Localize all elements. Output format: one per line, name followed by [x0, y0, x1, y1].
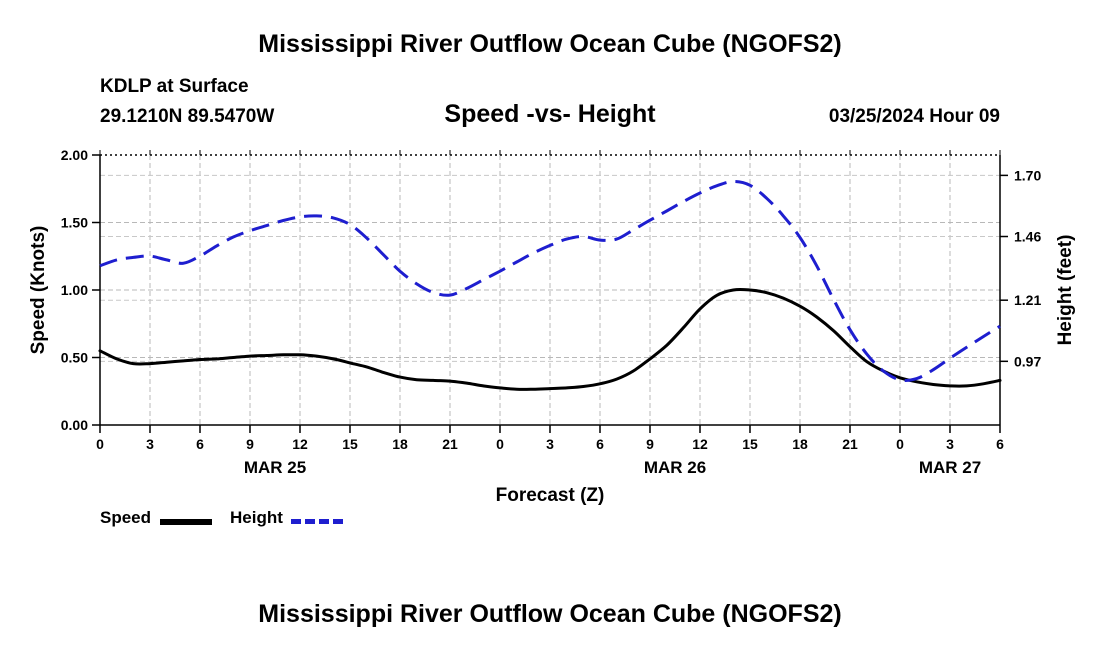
x-tick-label: 21 — [442, 436, 458, 452]
x-tick-label: 6 — [196, 436, 204, 452]
y2-tick-label: 1.21 — [1014, 292, 1041, 308]
y2-tick-label: 1.70 — [1014, 167, 1041, 183]
x-tick-label: 21 — [842, 436, 858, 452]
x-tick-label: 3 — [146, 436, 154, 452]
x-tick-label: 18 — [792, 436, 808, 452]
chart-subtitle: Speed -vs- Height — [444, 100, 656, 128]
footer-title: Mississippi River Outflow Ocean Cube (NG… — [258, 600, 842, 628]
x-tick-label: 15 — [342, 436, 358, 452]
x-tick-label: 0 — [896, 436, 904, 452]
x-tick-label: 18 — [392, 436, 408, 452]
day-label: MAR 27 — [919, 458, 981, 477]
coordinates-label: 29.1210N 89.5470W — [100, 106, 275, 127]
x-tick-label: 3 — [546, 436, 554, 452]
x-tick-label: 0 — [96, 436, 104, 452]
day-label: MAR 25 — [244, 458, 306, 477]
station-label: KDLP at Surface — [100, 76, 249, 97]
x-tick-label: 9 — [246, 436, 254, 452]
x-tick-label: 9 — [646, 436, 654, 452]
y2-axis-title: Height (feet) — [1055, 235, 1076, 346]
x-tick-label: 6 — [596, 436, 604, 452]
y2-tick-label: 1.46 — [1014, 229, 1041, 245]
y-tick-label: 0.00 — [61, 417, 88, 433]
y-tick-label: 1.50 — [61, 215, 88, 231]
height-series-line — [99, 179, 1001, 383]
main-title: Mississippi River Outflow Ocean Cube (NG… — [258, 30, 842, 58]
y-tick-label: 2.00 — [61, 147, 88, 163]
speed-series-line — [98, 287, 1002, 391]
forecast-datetime: 03/25/2024 Hour 09 — [828, 106, 1000, 127]
x-tick-label: 12 — [692, 436, 708, 452]
x-tick-label: 3 — [946, 436, 954, 452]
x-tick-label: 6 — [996, 436, 1004, 452]
x-tick-label: 15 — [742, 436, 758, 452]
day-label: MAR 26 — [644, 458, 706, 477]
y-tick-label: 0.50 — [61, 350, 88, 366]
x-tick-label: 12 — [292, 436, 308, 452]
y-axis-title: Speed (Knots) — [28, 226, 49, 355]
x-axis-title: Forecast (Z) — [496, 485, 605, 506]
legend-speed-label: Speed — [100, 508, 152, 527]
legend-height-swatch — [291, 519, 343, 524]
legend-height-label: Height — [230, 508, 283, 527]
legend-speed-swatch — [160, 519, 212, 525]
x-tick-label: 0 — [496, 436, 504, 452]
y-tick-label: 1.00 — [61, 282, 88, 298]
y2-tick-label: 0.97 — [1014, 353, 1041, 369]
